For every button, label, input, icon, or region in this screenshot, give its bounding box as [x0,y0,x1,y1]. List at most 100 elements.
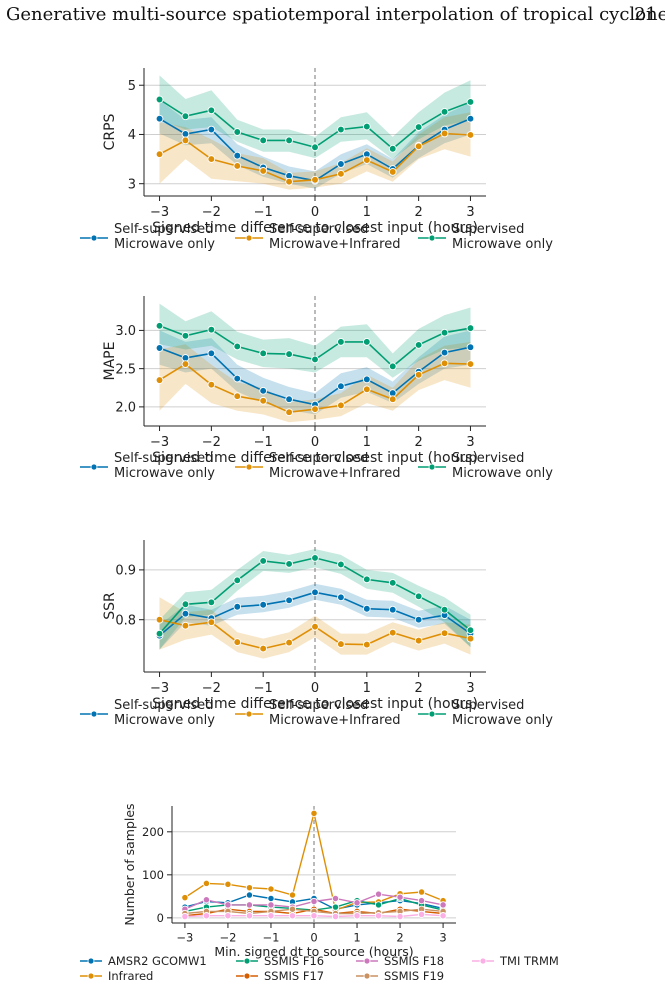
data-point [285,596,293,605]
legend-marker [90,234,98,242]
x-tick-label: −1 [254,681,273,696]
y-tick-label: 4 [128,128,136,143]
data-point [181,609,190,618]
data-point [207,349,216,358]
data-point [155,376,164,384]
data-point [388,578,397,587]
data-point [245,901,254,909]
data-point [202,879,211,888]
data-point [311,588,319,597]
x-tick-label: 2 [414,681,422,696]
data-point [466,360,475,368]
legend-marker [363,957,371,965]
running-title: Generative multi-source spatiotemporal i… [6,4,665,25]
x-axis-label: Min. signed dt to source (hours) [214,944,413,959]
legend-label: Self-supervised Microwave only [114,698,215,728]
data-point [233,151,242,160]
x-tick-label: 0 [311,435,319,450]
data-point [233,638,242,646]
data-point [224,901,232,909]
data-point [233,342,242,351]
legend: Self-supervised Microwave only Self-superv… [80,222,553,252]
legend-item: Supervised Microwave only [418,222,553,252]
data-point [155,629,164,638]
x-axis-label: Signed time difference to closest input … [152,220,478,236]
data-point [440,129,449,138]
y-tick-label: 5 [128,79,136,94]
data-point [353,912,361,920]
chart-mape: −3 −2 −1 0 1 2 3 2.0 2.5 3.0 Signed time differenc… [80,296,553,481]
data-point [224,880,232,888]
data-point [288,891,297,899]
x-tick-label: 3 [466,681,474,696]
data-point [310,809,318,817]
legend-label: Infrared [108,969,153,983]
data-point [417,896,426,905]
confidence-band [159,75,471,160]
legend-marker [479,957,487,965]
y-tick-label: 3 [128,177,136,192]
legend-marker [90,463,98,471]
data-point [337,169,345,178]
data-point [181,130,190,138]
page-number: 21 [634,4,657,25]
legend-marker [87,957,95,965]
x-tick-label: −2 [202,681,221,696]
data-point [259,644,268,653]
x-tick-label: 2 [396,931,403,945]
x-tick-label: 1 [363,205,371,220]
data-point [207,380,216,389]
legend: Self-supervised Microwave only Self-superv… [80,451,553,481]
legend-label: Supervised Microwave only [452,222,553,252]
legend-item: Self-supervised Microwave+Infrared [235,698,400,728]
legend-marker [363,972,371,980]
data-point [285,560,293,568]
legend: Self-supervised Microwave only Self-superv… [80,698,553,728]
data-point [374,901,383,909]
legend-item: Self-supervised Microwave only [80,222,215,252]
data-point [259,557,268,565]
data-point [466,343,475,352]
data-point [311,143,319,152]
data-point [331,912,340,921]
x-tick-label: −3 [176,931,193,945]
data-point [466,626,475,635]
legend-label: Self-supervised Microwave+Infrared [269,222,400,252]
confidence-band [159,583,471,650]
data-point [362,604,371,613]
data-point [396,893,404,901]
data-point [288,912,297,920]
data-point [288,905,297,913]
y-axis-label: CRPS [102,113,118,150]
data-point [466,114,475,123]
legend-marker [243,957,251,965]
data-point [155,615,164,624]
data-point [155,114,164,123]
x-tick-label: 0 [310,931,317,945]
confidence-band [159,303,471,378]
data-point [233,128,242,136]
x-tick-label: 0 [311,681,319,696]
data-point [440,605,449,614]
data-point [337,640,345,648]
data-point [337,382,345,391]
legend-label: Self-supervised Microwave+Infrared [269,451,400,481]
x-tick-label: 3 [466,435,474,450]
data-point [285,136,293,145]
x-tick-label: −3 [150,435,169,450]
legend-marker [90,710,98,718]
data-point [388,168,397,176]
data-point [337,160,345,168]
data-point [311,355,319,364]
y-axis-label: MAPE [102,342,118,381]
data-point [267,885,275,893]
x-tick-label: 2 [414,205,422,220]
data-point [181,112,190,121]
legend-label: Supervised Microwave only [452,451,553,481]
x-tick-label: 0 [311,205,319,220]
legend-marker [87,972,95,980]
y-axis-label: Number of samples [122,803,137,925]
data-point [181,893,189,902]
x-tick-label: 3 [439,931,446,945]
